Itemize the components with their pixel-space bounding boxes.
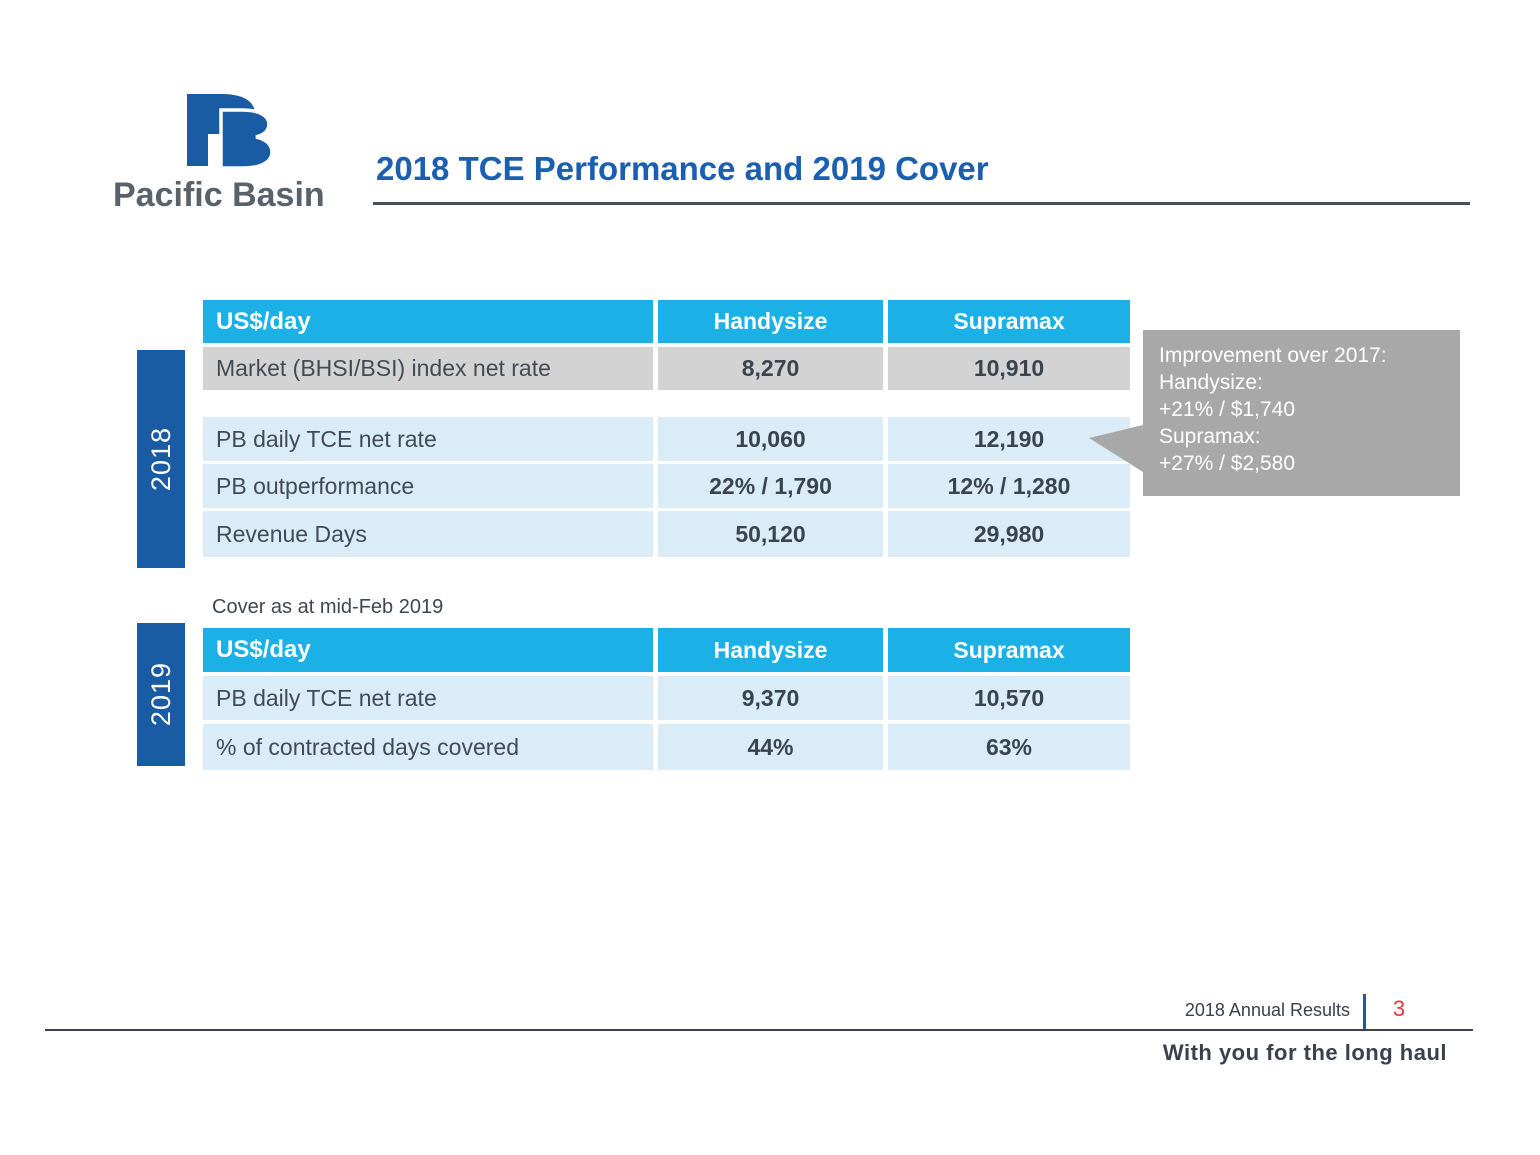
column-header-metric: US$/day <box>203 300 653 343</box>
callout-line: +21% / $1,740 <box>1159 398 1296 421</box>
page-title: 2018 TCE Performance and 2019 Cover <box>376 150 989 187</box>
row-label: Revenue Days <box>203 511 653 557</box>
year-tab-2018: 2018 <box>137 350 185 568</box>
column-header-handysize: Handysize <box>658 300 883 343</box>
callout-line: +27% / $2,580 <box>1159 452 1296 475</box>
pacific-basin-monogram-icon <box>187 94 274 170</box>
callout-arrow-icon <box>1089 425 1143 472</box>
table-2019-header-row: US$/day Handysize Supramax <box>203 628 1130 672</box>
table-row: PB daily TCE net rate 10,060 12,190 <box>203 417 1130 461</box>
column-header-supramax: Supramax <box>888 300 1130 343</box>
page-number: 3 <box>1392 996 1406 1021</box>
brand-tagline: With you for the long haul <box>1162 1040 1447 1065</box>
logo-wordmark: Pacific Basin <box>113 176 325 214</box>
supramax-value: 29,980 <box>888 511 1130 557</box>
table-row: PB daily TCE net rate 9,370 10,570 <box>203 676 1130 720</box>
column-header-metric: US$/day <box>203 628 653 672</box>
row-label: PB outperformance <box>203 464 653 508</box>
year-tab-2019-label: 2019 <box>145 662 176 727</box>
footer-report-label: 2018 Annual Results <box>1184 1000 1350 1020</box>
row-label: % of contracted days covered <box>203 724 653 770</box>
handysize-value: 9,370 <box>658 676 883 720</box>
supramax-value: 10,910 <box>888 347 1130 390</box>
table-2018-header-row: US$/day Handysize Supramax <box>203 300 1130 343</box>
table-row: PB outperformance 22% / 1,790 12% / 1,28… <box>203 464 1130 508</box>
handysize-value: 8,270 <box>658 347 883 390</box>
title-underline <box>373 202 1470 205</box>
supramax-value: 10,570 <box>888 676 1130 720</box>
year-tab-2019: 2019 <box>137 623 185 766</box>
column-header-supramax: Supramax <box>888 628 1130 672</box>
footer-rule <box>45 1029 1473 1031</box>
column-header-handysize: Handysize <box>658 628 883 672</box>
table-row: Market (BHSI/BSI) index net rate 8,270 1… <box>203 347 1130 390</box>
row-label: Market (BHSI/BSI) index net rate <box>203 347 653 390</box>
table-2019-caption: Cover as at mid-Feb 2019 <box>212 596 444 618</box>
supramax-value: 63% <box>888 724 1130 770</box>
supramax-value: 12% / 1,280 <box>888 464 1130 508</box>
callout-line: Improvement over 2017: <box>1159 344 1387 367</box>
table-row: % of contracted days covered 44% 63% <box>203 724 1130 770</box>
table-2018-tce-performance: US$/day Handysize Supramax Market (BHSI/… <box>203 300 1130 557</box>
year-tab-2018-label: 2018 <box>145 426 176 492</box>
handysize-value: 44% <box>658 724 883 770</box>
handysize-value: 50,120 <box>658 511 883 557</box>
row-label: PB daily TCE net rate <box>203 417 653 461</box>
footer-divider <box>1363 994 1366 1029</box>
table-2019-cover: US$/day Handysize Supramax PB daily TCE … <box>203 628 1130 770</box>
table-row: Revenue Days 50,120 29,980 <box>203 511 1130 557</box>
handysize-value: 22% / 1,790 <box>658 464 883 508</box>
callout-line: Supramax: <box>1159 425 1261 448</box>
row-label: PB daily TCE net rate <box>203 676 653 720</box>
improvement-callout: Improvement over 2017: Handysize: +21% /… <box>1089 330 1460 496</box>
handysize-value: 10,060 <box>658 417 883 461</box>
callout-line: Handysize: <box>1159 371 1263 394</box>
